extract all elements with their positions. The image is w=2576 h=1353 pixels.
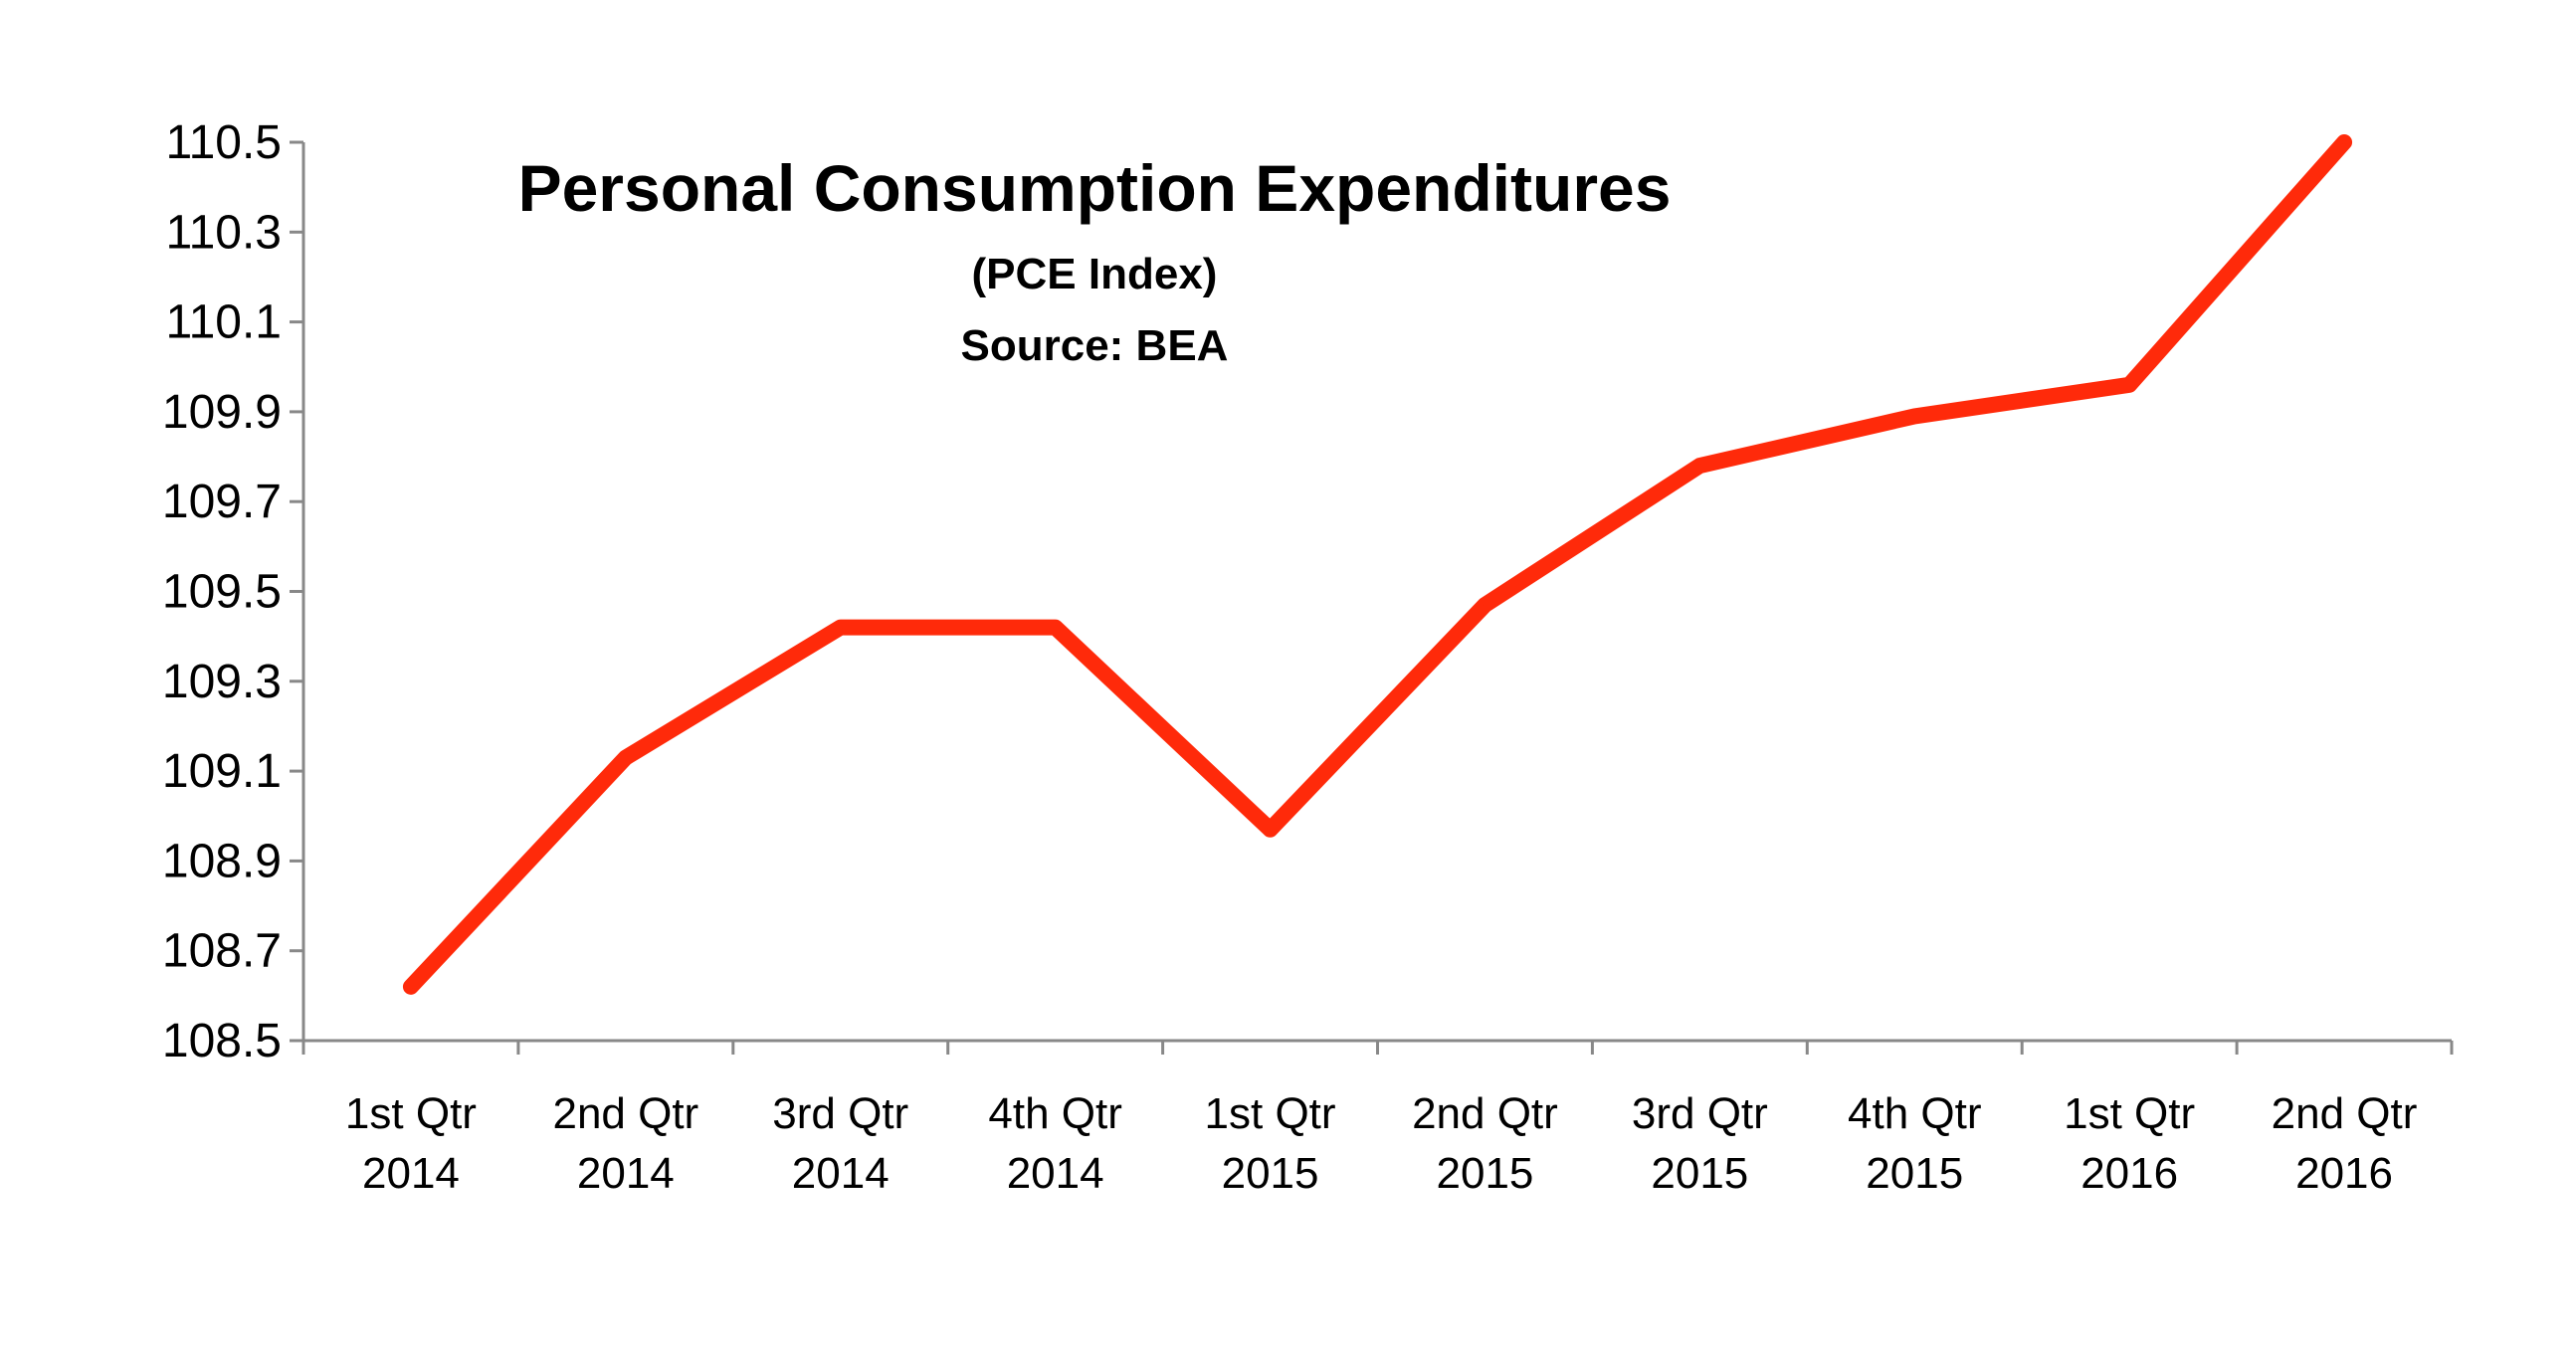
chart-titles: Personal Consumption Expenditures (PCE I…: [518, 151, 1672, 370]
chart-subtitle-2: Source: BEA: [961, 321, 1229, 370]
y-tick-label: 110.1: [165, 296, 282, 349]
data-point: [2342, 140, 2347, 144]
x-tick-label-quarter: 1st Qtr: [2064, 1089, 2195, 1138]
data-point: [1483, 603, 1487, 608]
x-tick-label-year: 2014: [1007, 1149, 1104, 1198]
x-tick-label-year: 2014: [577, 1149, 675, 1198]
x-tick-label-year: 2015: [1222, 1149, 1319, 1198]
y-tick-label: 109.5: [162, 566, 282, 619]
x-tick-label-year: 2015: [1437, 1149, 1534, 1198]
x-tick-label-year: 2016: [2081, 1149, 2178, 1198]
y-tick-label: 109.1: [162, 745, 282, 798]
data-point: [1912, 414, 1917, 419]
axes: [301, 142, 2452, 1043]
y-tick-label: 109.7: [162, 476, 282, 528]
y-tick-label: 109.9: [162, 386, 282, 439]
y-tick-label: 110.5: [165, 116, 282, 169]
x-tick-label-year: 2014: [362, 1149, 460, 1198]
series-layer: [402, 134, 2353, 995]
y-tick-label: 110.3: [165, 206, 282, 259]
x-tick-label-year: 2015: [1651, 1149, 1748, 1198]
x-tick-label-year: 2015: [1866, 1149, 1963, 1198]
data-point: [1268, 827, 1273, 832]
x-tick-label-quarter: 1st Qtr: [1205, 1089, 1336, 1138]
x-tick-label-quarter: 2nd Qtr: [2272, 1089, 2418, 1138]
x-tick-label-quarter: 4th Qtr: [1848, 1089, 1982, 1138]
y-axis-ticks: 108.5 108.7 108.9 109.1 109.3 109.5 109.7 109.9…: [162, 116, 303, 1067]
y-tick-label: 108.7: [162, 925, 282, 978]
series-line: [402, 134, 2353, 995]
x-tick-label-quarter: 2nd Qtr: [1412, 1089, 1558, 1138]
data-point: [838, 625, 843, 630]
data-point: [2127, 382, 2132, 387]
x-axis-ticks: 1st Qtr 2014 2nd Qtr 2014 3rd Qtr 2014 4th Qtr…: [301, 1041, 2454, 1198]
data-point: [408, 984, 413, 989]
data-point: [623, 755, 628, 760]
y-tick-label: 108.9: [162, 835, 282, 887]
x-tick-label-quarter: 1st Qtr: [345, 1089, 477, 1138]
data-point: [1697, 464, 1702, 469]
x-tick-label-year: 2016: [2295, 1149, 2393, 1198]
x-tick-label-year: 2014: [792, 1149, 890, 1198]
y-tick-label: 108.5: [162, 1015, 282, 1067]
data-point: [1053, 625, 1058, 630]
x-tick-label-quarter: 2nd Qtr: [552, 1089, 698, 1138]
x-tick-label-quarter: 3rd Qtr: [772, 1089, 908, 1138]
chart-subtitle-1: (PCE Index): [972, 250, 1218, 298]
chart-title: Personal Consumption Expenditures: [518, 151, 1672, 225]
x-tick-label-quarter: 4th Qtr: [988, 1089, 1122, 1138]
x-tick-label-quarter: 3rd Qtr: [1632, 1089, 1768, 1138]
y-tick-label: 109.3: [162, 656, 282, 708]
